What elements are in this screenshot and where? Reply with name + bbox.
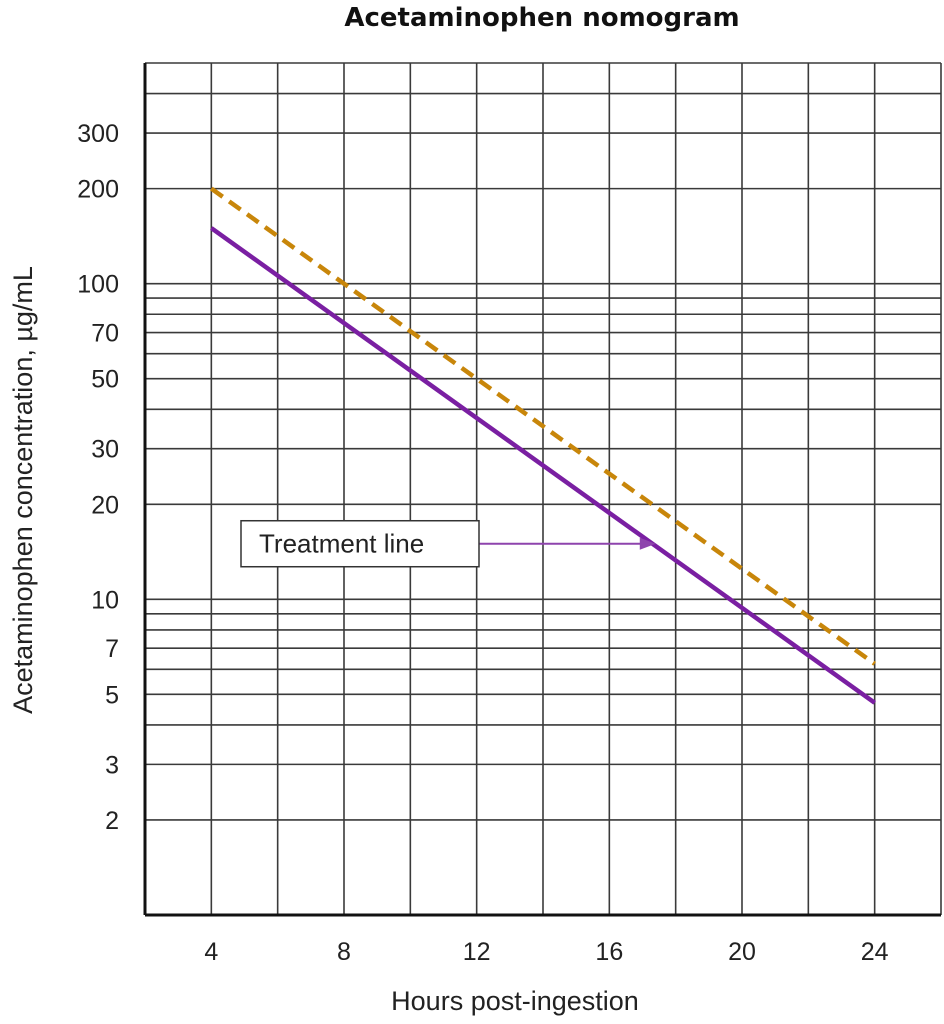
y-tick-label-10: 10 xyxy=(91,586,119,614)
x-tick-label-4: 4 xyxy=(204,938,218,966)
y-tick-label-5: 5 xyxy=(105,681,119,709)
treatment-line-label-box xyxy=(240,519,480,568)
grid xyxy=(144,62,942,915)
y-axis-ticks: 2 3 5 7 10 20 30 50 70 100 200 300 xyxy=(77,120,119,835)
chart-title: Acetaminophen nomogram xyxy=(344,3,739,33)
x-tick-label-16: 16 xyxy=(595,938,623,966)
series-group xyxy=(209,186,877,705)
y-tick-label-30: 30 xyxy=(91,436,119,464)
y-axis-label: Acetaminophen concentration, µg/mL xyxy=(8,266,38,714)
treatment-line-label: Treatment line xyxy=(259,529,424,559)
x-tick-label-20: 20 xyxy=(728,938,756,966)
y-tick-label-300: 300 xyxy=(77,120,119,148)
x-axis-ticks: 4 8 12 16 20 24 xyxy=(204,938,888,966)
x-tick-label-8: 8 xyxy=(337,938,351,966)
x-tick-label-24: 24 xyxy=(861,938,889,966)
x-tick-label-12: 12 xyxy=(463,938,491,966)
dashed-line-series xyxy=(209,186,877,666)
plot-frame xyxy=(143,63,941,917)
y-tick-label-50: 50 xyxy=(91,366,119,394)
y-tick-label-70: 70 xyxy=(91,320,119,348)
y-tick-label-200: 200 xyxy=(77,176,119,204)
y-tick-label-2: 2 xyxy=(105,807,119,835)
y-tick-label-3: 3 xyxy=(105,751,119,779)
y-tick-label-100: 100 xyxy=(77,271,119,299)
x-axis-label: Hours post-ingestion xyxy=(391,986,639,1016)
treatment-line-series xyxy=(209,226,877,705)
annotation-group: Treatment line xyxy=(240,519,656,568)
y-tick-label-7: 7 xyxy=(105,635,119,663)
y-tick-label-20: 20 xyxy=(91,491,119,519)
arrow-head-icon xyxy=(639,537,656,550)
